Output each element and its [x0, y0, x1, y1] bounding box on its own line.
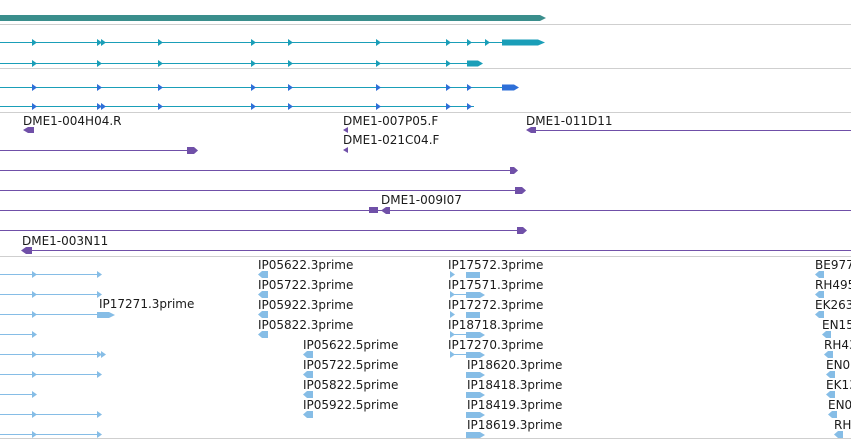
est-label[interactable]: IP05822.3prime: [258, 318, 353, 332]
est-feature[interactable]: [0, 331, 37, 338]
est-feature[interactable]: [0, 271, 102, 278]
track-separators: [0, 24, 851, 439]
est-label[interactable]: IP18718.3prime: [448, 318, 543, 332]
est-feature[interactable]: [0, 351, 106, 358]
est-feature[interactable]: [450, 291, 485, 298]
est-label[interactable]: IP05622.3prime: [258, 258, 353, 272]
est-label[interactable]: IP05622.5prime: [303, 338, 398, 352]
est-label[interactable]: DME1-011D11: [526, 114, 613, 128]
est-feature[interactable]: [466, 412, 485, 418]
est-label[interactable]: RH: [834, 418, 851, 432]
est-label[interactable]: EN15: [822, 318, 851, 332]
est-label[interactable]: EK13: [826, 378, 851, 392]
est-label[interactable]: IP17270.3prime: [448, 338, 543, 352]
est-feature[interactable]: [258, 311, 268, 318]
est-feature[interactable]: [0, 411, 102, 418]
est-feature[interactable]: [21, 247, 851, 254]
est-feature[interactable]: [0, 187, 526, 194]
est-label[interactable]: IP17272.3prime: [448, 298, 543, 312]
est-feature[interactable]: [0, 391, 37, 398]
est-feature[interactable]: [0, 227, 527, 234]
est-label[interactable]: DME1-021C04.F: [343, 133, 440, 147]
est-feature[interactable]: [258, 331, 268, 338]
est-feature[interactable]: [815, 291, 824, 298]
est-feature[interactable]: [466, 392, 485, 398]
est-label[interactable]: EN0: [828, 398, 851, 412]
est-feature[interactable]: [526, 127, 851, 133]
est-feature[interactable]: [343, 127, 348, 133]
est-label[interactable]: IP05822.5prime: [303, 378, 398, 392]
est-label[interactable]: DME1-003N11: [22, 234, 108, 248]
est-feature[interactable]: [450, 311, 480, 318]
est-feature[interactable]: [0, 371, 102, 378]
est-feature[interactable]: [23, 127, 34, 133]
dme-est-track[interactable]: DME1-004H04.R DME1-007P05.F DME1-011D11 …: [0, 114, 851, 254]
est-feature[interactable]: [815, 311, 824, 318]
est-label[interactable]: IP17271.3prime: [99, 297, 194, 311]
est-label[interactable]: EN0: [826, 358, 850, 372]
est-label[interactable]: DME1-004H04.R: [23, 114, 122, 128]
est-label[interactable]: EK263: [815, 298, 851, 312]
est-label[interactable]: IP05722.3prime: [258, 278, 353, 292]
est-feature[interactable]: [0, 291, 102, 298]
est-feature[interactable]: [303, 371, 313, 378]
est-feature[interactable]: [303, 411, 313, 418]
gene-summary-arrow: [540, 15, 546, 21]
est-feature[interactable]: [258, 271, 268, 278]
est-label[interactable]: IP17571.3prime: [448, 278, 543, 292]
est-feature[interactable]: [826, 391, 835, 398]
transcript[interactable]: [0, 84, 519, 91]
est-feature[interactable]: [834, 431, 843, 438]
est-feature[interactable]: [303, 351, 313, 358]
est-feature[interactable]: [0, 147, 198, 154]
est-feature[interactable]: [450, 331, 485, 338]
est-label[interactable]: IP18620.3prime: [467, 358, 562, 372]
est-feature[interactable]: [258, 291, 268, 298]
est-feature[interactable]: [0, 311, 115, 318]
transcript[interactable]: [0, 39, 545, 46]
est-label[interactable]: BE977: [815, 258, 851, 272]
transcript-track[interactable]: [0, 39, 545, 110]
est-label[interactable]: IP05922.3prime: [258, 298, 353, 312]
est-label[interactable]: RH495: [815, 278, 851, 292]
est-feature[interactable]: [828, 411, 837, 418]
gene-summary-bar[interactable]: [0, 15, 540, 21]
est-feature[interactable]: [303, 391, 313, 398]
est-feature[interactable]: [450, 351, 485, 358]
est-feature[interactable]: [450, 271, 480, 278]
est-label[interactable]: DME1-007P05.F: [343, 114, 438, 128]
est-label[interactable]: IP18419.3prime: [467, 398, 562, 412]
est-label[interactable]: IP17572.3prime: [448, 258, 543, 272]
est-label[interactable]: IP05922.5prime: [303, 398, 398, 412]
est-feature[interactable]: [343, 147, 348, 153]
est-feature[interactable]: [0, 167, 518, 174]
est-feature[interactable]: [824, 351, 833, 358]
est-feature[interactable]: [822, 331, 831, 338]
est-feature[interactable]: [0, 431, 102, 438]
est-label[interactable]: IP05722.5prime: [303, 358, 398, 372]
transcript[interactable]: [0, 103, 474, 110]
est-label[interactable]: DME1-009I07: [381, 193, 462, 207]
gene-summary-track[interactable]: [0, 15, 546, 21]
est-label[interactable]: IP18418.3prime: [467, 378, 562, 392]
est-label[interactable]: RH43: [824, 338, 851, 352]
ip-clone-track[interactable]: IP17271.3prime IP05622.3prime IP05722.3p…: [0, 258, 851, 438]
transcript[interactable]: [0, 60, 483, 67]
est-feature[interactable]: [466, 372, 485, 378]
est-feature[interactable]: [815, 271, 824, 278]
est-feature[interactable]: [826, 371, 835, 378]
est-feature[interactable]: [0, 207, 851, 214]
est-feature[interactable]: [466, 432, 485, 438]
est-label[interactable]: IP18619.3prime: [467, 418, 562, 432]
